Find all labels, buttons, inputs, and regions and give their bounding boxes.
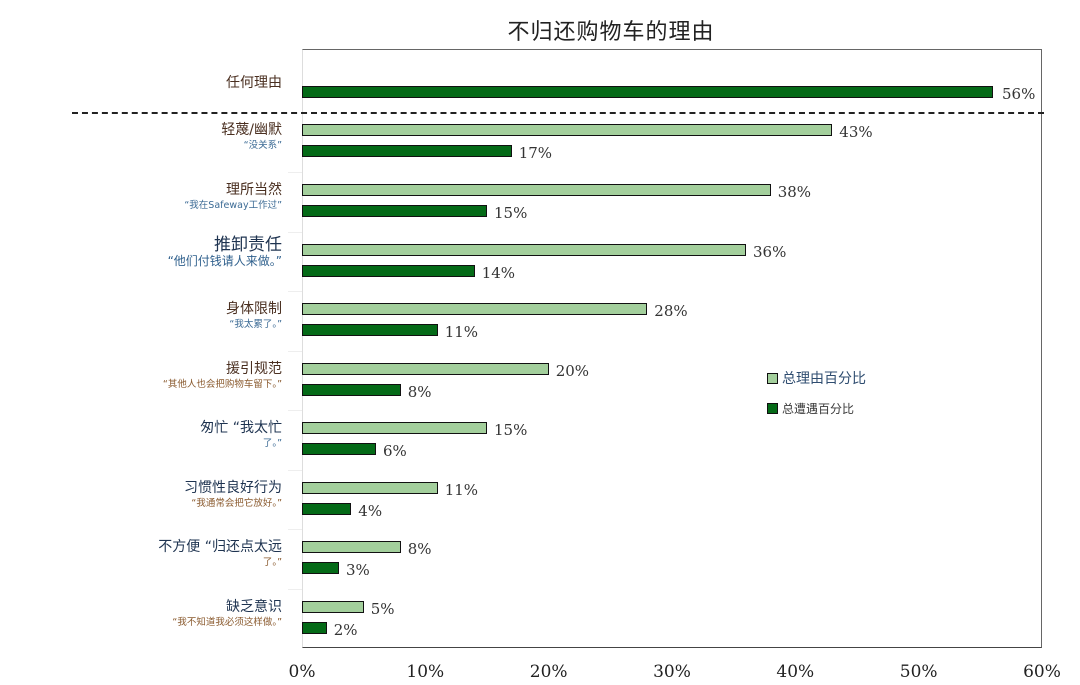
bar-total-reason <box>302 303 648 315</box>
category-label: 推卸责任 “他们付钱请人来做。” <box>168 236 282 268</box>
group-separator-tick <box>288 232 302 233</box>
bar-total-reason <box>302 541 401 553</box>
category-label: 不方便 “归还点太远 了。” <box>158 538 282 570</box>
category-main-label: 缺乏意识 <box>226 599 282 615</box>
category-label: 缺乏意识 “我不知道我必须这样做。” <box>172 598 282 630</box>
value-label-total-reason: 28% <box>654 302 688 320</box>
category-quote-label: “我太累了。” <box>229 319 282 330</box>
legend-item-total-reason: 总理由百分比 <box>767 368 866 388</box>
separator-dashed-line <box>72 112 1044 114</box>
bar-any-reason <box>302 86 993 98</box>
legend-label: 总理由百分比 <box>782 371 866 387</box>
category-quote-label: “他们付钱请人来做。” <box>167 254 282 268</box>
category-quote-label: 了。” <box>262 438 282 449</box>
plot-area <box>302 49 1042 648</box>
category-main-label: 身体限制 <box>226 301 282 317</box>
legend: 总理由百分比 总遭遇百分比 <box>767 368 866 429</box>
value-label-total-encounter: 14% <box>481 264 516 282</box>
value-label-total-encounter: 8% <box>407 383 432 401</box>
category-main-label: 任何理由 <box>226 75 282 91</box>
bar-total-reason <box>302 482 438 494</box>
category-main-label: 习惯性良好行为 <box>184 480 282 496</box>
value-label-total-reason: 5% <box>370 600 395 618</box>
group-separator-tick <box>288 470 302 471</box>
category-label: 匆忙 “我太忙 了。” <box>200 419 282 451</box>
chart-title: 不归还购物车的理由 <box>507 20 715 45</box>
value-label-total-encounter: 3% <box>346 561 370 579</box>
category-main-label: 轻蔑/幽默 <box>221 122 282 138</box>
bar-total-reason <box>302 244 746 256</box>
category-main-label: 不方便 “归还点太远 <box>158 539 282 555</box>
bar-total-reason <box>302 422 487 434</box>
category-quote-label: “我在Safeway工作过” <box>184 200 282 211</box>
category-main-label: 理所当然 <box>226 182 282 198</box>
category-quote-label: “没关系” <box>243 140 282 151</box>
category-quote-label: “我不知道我必须这样做。” <box>172 617 282 628</box>
legend-label: 总遭遇百分比 <box>782 402 855 416</box>
category-label: 援引规范 “其他人也会把购物车留下。” <box>163 360 282 392</box>
group-separator-tick <box>288 172 302 173</box>
value-label-total-encounter: 11% <box>444 323 479 341</box>
x-axis-tick-label: 0% <box>288 662 316 682</box>
category-label: 理所当然 “我在Safeway工作过” <box>184 181 282 213</box>
bar-total-encounter <box>302 265 475 277</box>
category-quote-label: 了。” <box>262 557 282 568</box>
bar-total-reason <box>302 184 771 196</box>
value-label-any-reason: 56% <box>1002 85 1036 103</box>
x-axis-tick-label: 20% <box>529 662 568 682</box>
value-label-total-reason: 15% <box>494 421 528 439</box>
x-axis-tick-label: 50% <box>899 662 938 682</box>
category-quote-label: “我通常会把它放好。” <box>191 498 282 509</box>
category-quote-label: “其他人也会把购物车留下。” <box>162 379 282 390</box>
bar-total-encounter <box>302 384 401 396</box>
value-label-total-reason: 8% <box>407 540 432 558</box>
group-separator-tick <box>288 589 302 590</box>
category-main-label: 推卸责任 <box>214 235 282 255</box>
value-label-total-reason: 38% <box>777 183 812 201</box>
x-axis-tick-label: 40% <box>776 662 815 682</box>
group-separator-tick <box>288 410 302 411</box>
value-label-total-encounter: 6% <box>383 442 407 460</box>
bar-total-reason <box>302 363 549 375</box>
group-separator-tick <box>288 351 302 352</box>
legend-swatch-dark-icon <box>767 403 778 414</box>
value-label-total-reason: 36% <box>753 243 787 261</box>
value-label-total-reason: 43% <box>839 123 873 141</box>
bar-total-reason <box>302 601 364 613</box>
bar-total-encounter <box>302 503 352 515</box>
legend-item-total-encounter: 总遭遇百分比 <box>767 400 866 417</box>
value-label-total-encounter: 2% <box>333 621 358 639</box>
category-label: 身体限制 “我太累了。” <box>226 300 282 332</box>
value-label-total-encounter: 4% <box>358 502 383 520</box>
bar-total-encounter <box>302 443 376 455</box>
category-main-label: 援引规范 <box>226 361 282 377</box>
value-label-total-reason: 20% <box>555 362 590 380</box>
group-separator-tick <box>288 529 302 530</box>
bar-total-encounter <box>302 622 327 634</box>
legend-swatch-light-icon <box>767 372 778 384</box>
bar-total-encounter <box>302 205 487 217</box>
category-label: 轻蔑/幽默 “没关系” <box>221 121 282 153</box>
x-axis-tick-label: 30% <box>653 662 691 682</box>
bar-total-encounter <box>302 145 512 157</box>
bar-total-reason <box>302 124 833 136</box>
value-label-total-encounter: 17% <box>518 144 553 162</box>
group-separator-tick <box>288 291 302 292</box>
value-label-total-reason: 11% <box>444 481 479 499</box>
category-label: 习惯性良好行为 “我通常会把它放好。” <box>184 479 282 511</box>
x-axis-tick-label: 10% <box>406 662 445 682</box>
category-label-any-reason: 任何理由 <box>226 74 282 92</box>
category-main-label: 匆忙 “我太忙 <box>200 420 282 436</box>
bar-total-encounter <box>302 324 438 336</box>
bar-total-encounter <box>302 562 339 574</box>
value-label-total-encounter: 15% <box>494 204 528 222</box>
x-axis-tick-label: 60% <box>1023 662 1061 682</box>
